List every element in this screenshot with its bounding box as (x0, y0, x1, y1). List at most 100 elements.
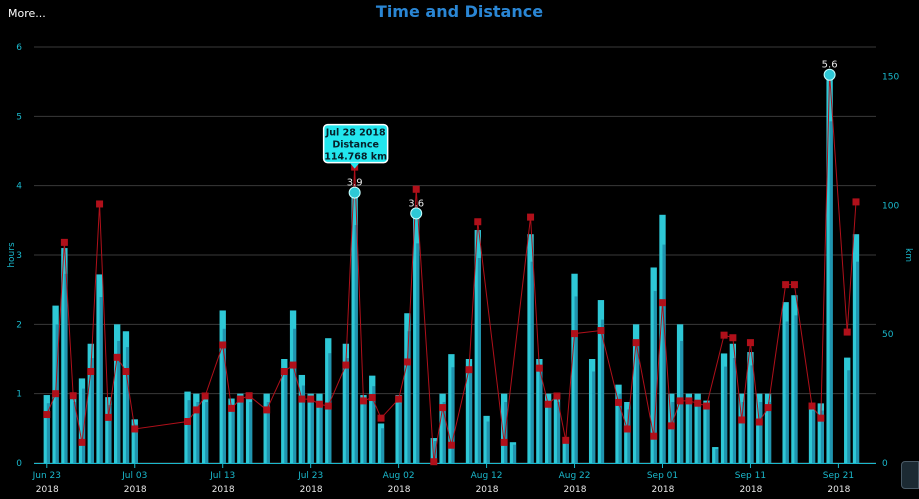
bar[interactable] (351, 192, 358, 463)
distance-marker[interactable] (315, 400, 323, 408)
distance-marker[interactable] (69, 392, 77, 400)
distance-marker[interactable] (738, 416, 746, 424)
distance-marker[interactable] (694, 399, 702, 407)
bar-shade (284, 371, 288, 463)
y-tick-label: 4 (16, 182, 22, 192)
distance-marker[interactable] (87, 368, 95, 376)
bar-shade (477, 257, 481, 463)
distance-marker[interactable] (632, 339, 640, 347)
y-axis-label: hours (7, 242, 17, 268)
distance-marker[interactable] (676, 397, 684, 405)
distance-marker[interactable] (782, 281, 790, 289)
distance-marker[interactable] (764, 404, 772, 412)
distance-marker[interactable] (43, 411, 51, 419)
distance-marker[interactable] (447, 441, 455, 449)
distance-marker[interactable] (817, 414, 825, 422)
distance-marker[interactable] (359, 397, 367, 405)
distance-marker[interactable] (78, 438, 86, 446)
data-label: 3.9 (347, 178, 363, 189)
distance-marker[interactable] (280, 368, 288, 376)
distance-marker[interactable] (553, 392, 561, 400)
tooltip-value: 114.768 km (324, 152, 387, 163)
distance-marker[interactable] (368, 394, 376, 402)
highlight-point[interactable] (348, 186, 361, 199)
bar[interactable] (448, 354, 455, 463)
distance-marker[interactable] (342, 361, 350, 369)
distance-marker[interactable] (544, 400, 552, 408)
distance-marker[interactable] (702, 402, 710, 410)
bar-shade (108, 405, 112, 463)
distance-marker[interactable] (615, 398, 623, 406)
distance-marker[interactable] (808, 402, 816, 410)
distance-marker[interactable] (667, 422, 675, 430)
distance-marker[interactable] (201, 392, 209, 400)
distance-marker[interactable] (122, 368, 130, 376)
distance-marker[interactable] (412, 185, 420, 193)
distance-marker[interactable] (324, 402, 332, 410)
distance-marker[interactable] (465, 366, 473, 374)
distance-marker[interactable] (527, 213, 535, 221)
bar[interactable] (193, 393, 200, 463)
distance-marker[interactable] (729, 334, 737, 342)
distance-marker[interactable] (395, 395, 403, 403)
distance-marker[interactable] (755, 418, 763, 426)
distance-marker[interactable] (184, 418, 192, 426)
bar-shade (574, 296, 578, 463)
distance-marker[interactable] (720, 331, 728, 339)
bar-shade (847, 370, 851, 463)
distance-marker[interactable] (377, 414, 385, 422)
x-tick-year-label: 2018 (300, 485, 323, 495)
distance-marker[interactable] (131, 425, 139, 433)
x-tick-label: Sep 21 (823, 471, 854, 481)
bar[interactable] (483, 415, 490, 463)
bar-shade (416, 243, 420, 463)
x-tick-label: Jun 23 (32, 471, 61, 481)
distance-marker[interactable] (562, 436, 570, 444)
distance-marker[interactable] (474, 218, 482, 226)
distance-marker[interactable] (500, 438, 508, 446)
distance-marker[interactable] (650, 432, 658, 440)
distance-marker[interactable] (289, 361, 297, 369)
distance-marker[interactable] (571, 330, 579, 338)
panel-toggle-tab[interactable] (901, 461, 919, 489)
bar-shade (785, 321, 789, 463)
distance-marker[interactable] (236, 395, 244, 403)
highlight-point[interactable] (410, 207, 423, 220)
more-menu-link[interactable]: More... (8, 7, 46, 20)
distance-marker[interactable] (790, 281, 798, 289)
distance-marker[interactable] (96, 200, 104, 208)
distance-marker[interactable] (746, 339, 754, 347)
y2-tick-label: 150 (882, 72, 899, 82)
distance-marker[interactable] (403, 358, 411, 366)
bar[interactable] (571, 273, 578, 463)
bar-shade (662, 244, 666, 463)
x-tick-label: Jul 13 (209, 471, 235, 481)
x-tick-year-label: 2018 (564, 485, 587, 495)
distance-marker[interactable] (192, 406, 200, 414)
distance-marker[interactable] (60, 238, 68, 246)
distance-marker[interactable] (623, 425, 631, 433)
bar-shade (310, 401, 314, 463)
distance-marker[interactable] (430, 458, 438, 466)
distance-marker[interactable] (263, 406, 271, 414)
distance-marker[interactable] (597, 327, 605, 335)
bar-shade (618, 394, 622, 463)
distance-marker[interactable] (245, 392, 253, 400)
distance-marker[interactable] (113, 353, 121, 361)
distance-marker[interactable] (439, 404, 447, 412)
distance-marker[interactable] (843, 328, 851, 336)
distance-marker[interactable] (104, 413, 112, 421)
highlight-point[interactable] (823, 68, 836, 81)
distance-marker[interactable] (852, 198, 860, 206)
distance-marker[interactable] (219, 341, 227, 349)
bar-shade (592, 371, 596, 463)
distance-marker[interactable] (535, 364, 543, 372)
distance-marker[interactable] (228, 404, 236, 412)
bar[interactable] (113, 324, 121, 463)
distance-marker[interactable] (685, 397, 693, 405)
distance-marker[interactable] (658, 299, 666, 307)
distance-marker[interactable] (298, 395, 306, 403)
distance-marker[interactable] (307, 395, 315, 403)
distance-marker[interactable] (52, 390, 60, 398)
bar[interactable] (703, 400, 710, 463)
